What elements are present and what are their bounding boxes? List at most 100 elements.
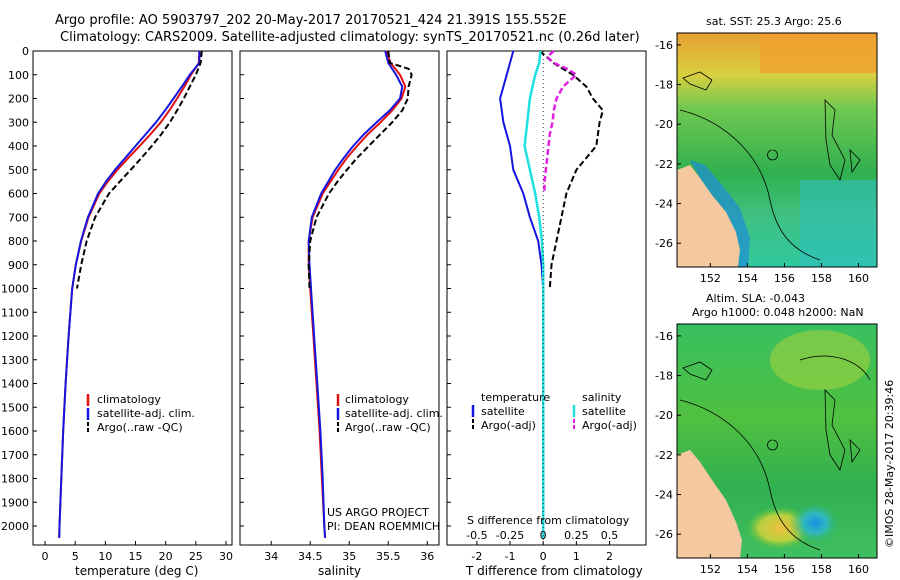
s-tick-label: -0.5	[466, 529, 487, 542]
y-tick-label: 100	[8, 69, 29, 82]
difference-temperature-legend: temperature satellite Argo(-adj)	[471, 391, 550, 432]
series-satellite-adj-clim-	[58, 51, 201, 538]
map-y-tick-label: -20	[655, 118, 673, 131]
x-tick-label: -1	[505, 550, 516, 563]
y-tick-label: 800	[8, 235, 29, 248]
legend-climatology: climatology	[97, 393, 161, 406]
legend-temp-argo: Argo(-adj)	[481, 419, 536, 432]
sst-contour	[679, 71, 861, 261]
y-tick-label: 1000	[1, 283, 29, 296]
t-difference-xlabel: T difference from climatology	[465, 564, 643, 578]
y-tick-label: 1800	[1, 473, 29, 486]
imos-timestamp: ©IMOS 28-May-2017 20:39:46	[883, 380, 896, 548]
legend-climatology: climatology	[345, 393, 409, 406]
legend-temperature-title: temperature	[481, 391, 550, 404]
y-tick-label: 1700	[1, 449, 29, 462]
series-satellite-adj-clim-	[307, 50, 404, 538]
legend-argo: Argo(..raw -QC)	[345, 421, 431, 434]
map-y-tick-label: -22	[655, 158, 673, 171]
x-tick-label: 10	[98, 550, 112, 563]
salinity-panel-frame	[239, 50, 440, 546]
map-y-tick-label: -24	[655, 489, 673, 502]
salinity-legend: climatology satellite-adj. clim. Argo(..…	[336, 393, 443, 434]
sst-coastal-cool	[690, 160, 750, 267]
s-difference-label: S difference from climatology	[467, 514, 630, 527]
x-tick-label: 25	[189, 550, 203, 563]
map-x-tick-label: 156	[774, 272, 795, 285]
legend-sal-argo: Argo(-adj)	[582, 419, 637, 432]
y-tick-label: 1200	[1, 330, 29, 343]
sst-cool-patch	[800, 180, 877, 267]
map-x-tick-label: 154	[737, 563, 758, 576]
sst-map-ticks: 152 154 156 158 160 -16 -18 -20 -22 -24 -26	[655, 39, 869, 285]
series-argo-raw-qc-	[307, 50, 413, 289]
sst-land	[677, 165, 740, 267]
temperature-xlabel: temperature (deg C)	[75, 564, 198, 578]
y-tick-label: 0	[22, 45, 29, 58]
sla-contour	[679, 355, 871, 551]
difference-panel-frame	[446, 50, 647, 546]
map-y-tick-label: -22	[655, 449, 673, 462]
sst-map-frame	[676, 32, 878, 268]
header-line-2: Climatology: CARS2009. Satellite-adjuste…	[60, 30, 640, 45]
y-tick-label: 900	[8, 259, 29, 272]
sla-map-frame	[676, 323, 878, 559]
sst-warm-patch	[760, 33, 877, 73]
x-tick-label: 35	[342, 550, 356, 563]
sst-map-title: sat. SST: 25.3 Argo: 25.6	[706, 15, 842, 28]
y-tick-label: 1600	[1, 425, 29, 438]
y-tick-label: 1900	[1, 496, 29, 509]
y-tick-label: 1100	[1, 306, 29, 319]
y-tick-label: 700	[8, 211, 29, 224]
y-tick-label: 2000	[1, 520, 29, 533]
x-tick-label: 35.5	[376, 550, 401, 563]
project-label: US ARGO PROJECT	[327, 506, 429, 519]
map-y-tick-label: -16	[655, 330, 673, 343]
x-tick-label: 1	[573, 550, 580, 563]
map-x-tick-label: 156	[774, 563, 795, 576]
map-x-tick-label: 152	[700, 563, 721, 576]
sla-map-ticks: 152 154 156 158 160 -16 -18 -20 -22 -24 -26	[655, 330, 869, 576]
legend-salinity-title: salinity	[582, 391, 622, 404]
legend-satellite: satellite-adj. clim.	[345, 407, 443, 420]
map-x-tick-label: 160	[848, 563, 869, 576]
y-tick-label: 400	[8, 140, 29, 153]
map-x-tick-label: 160	[848, 272, 869, 285]
legend-temp-satellite: satellite	[481, 405, 525, 418]
x-tick-label: 15	[129, 550, 143, 563]
map-x-tick-label: 154	[737, 272, 758, 285]
map-y-tick-label: -26	[655, 237, 673, 250]
s-tick-label: 0.5	[601, 529, 619, 542]
series-argo-raw-qc-	[76, 50, 203, 289]
sla-high-patch	[770, 330, 870, 390]
temperature-legend: climatology satellite-adj. clim. Argo(..…	[86, 393, 195, 434]
x-tick-label: 34	[264, 550, 278, 563]
y-tick-label: 1500	[1, 401, 29, 414]
s-tick-label: 0.25	[564, 529, 589, 542]
map-y-tick-label: -20	[655, 409, 673, 422]
header-line-1: Argo profile: AO 5903797_202 20-May-2017…	[55, 13, 567, 28]
legend-satellite: satellite-adj. clim.	[97, 407, 195, 420]
sst-map: sat. SST: 25.3 Argo: 25.6	[676, 15, 878, 268]
map-y-tick-label: -18	[655, 79, 673, 92]
s-tick-label: 0	[540, 529, 547, 542]
sla-map-title-2: Argo h1000: 0.048 h2000: NaN	[692, 306, 864, 319]
x-tick-label: 36	[420, 550, 434, 563]
difference-plot: -2 -1 0 1 2 -0.5 -0.25 0 0.25 0.5	[447, 50, 619, 563]
x-tick-label: 2	[606, 550, 613, 563]
salinity-xlabel: salinity	[318, 564, 361, 578]
x-tick-label: 20	[159, 550, 173, 563]
x-tick-label: 5	[72, 550, 79, 563]
series-salinity-argo-adj-	[543, 50, 578, 194]
y-tick-label: 600	[8, 188, 29, 201]
temperature-panel-frame	[32, 50, 233, 546]
y-tick-label: 500	[8, 164, 29, 177]
sla-map: Altim. SLA: -0.043 Argo h1000: 0.048 h20…	[676, 292, 878, 559]
temperature-plot: 0100200300400500600700800900100011001200…	[1, 45, 233, 563]
pi-label: PI: DEAN ROEMMICH	[327, 520, 440, 533]
legend-sal-satellite: satellite	[582, 405, 626, 418]
legend-argo: Argo(..raw -QC)	[97, 421, 183, 434]
map-y-tick-label: -16	[655, 39, 673, 52]
y-tick-label: 300	[8, 116, 29, 129]
